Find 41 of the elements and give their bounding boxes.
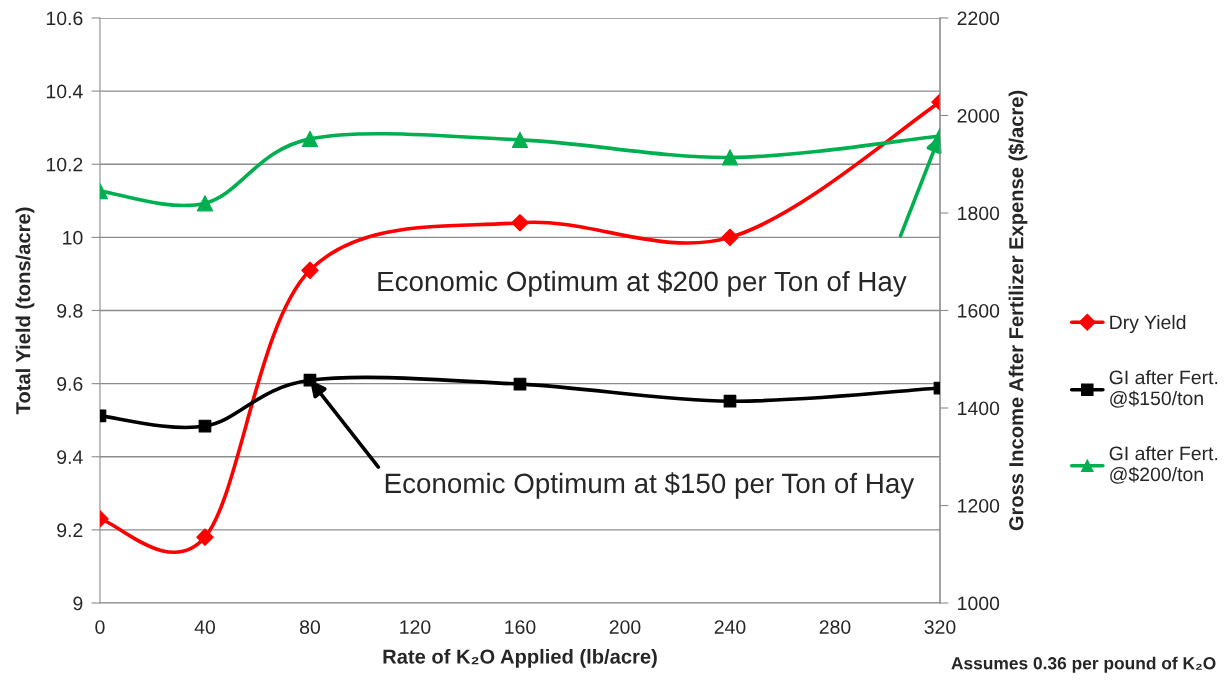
y-tick-label: 9.2 — [57, 523, 83, 538]
x-tick-label: 240 — [714, 620, 746, 634]
x-tick-label: 160 — [505, 620, 536, 634]
x-tick-label: 280 — [819, 620, 851, 634]
annotation: Economic Optimum at $200 per Ton of Hay — [378, 270, 907, 297]
y-tick-label: 10.2 — [46, 157, 83, 172]
annotation: Economic Optimum at $150 per Ton of Hay — [385, 472, 915, 499]
y2-tick-label: 1800 — [958, 206, 1000, 221]
point — [723, 394, 737, 408]
legend-label: GI after Fert. @$150/ton — [1109, 370, 1218, 408]
point — [301, 130, 319, 148]
point — [301, 261, 319, 280]
y-tick-label: 10.4 — [46, 84, 83, 99]
x-tick-label: 0 — [95, 620, 105, 634]
y2-axis-title: Gross Income After Fertilizer Expense ($/acre) — [1008, 90, 1028, 531]
y-tick-label: 9.8 — [57, 303, 83, 318]
y2-tick-label: 1400 — [958, 401, 1000, 416]
x-tick-label: 200 — [609, 620, 641, 634]
x-tick-label: 80 — [300, 620, 321, 634]
y2-tick-label: 2200 — [957, 11, 1000, 26]
y-tick-label: 10.6 — [46, 11, 83, 26]
x-tick-label: 40 — [194, 620, 216, 634]
point — [511, 131, 529, 149]
point — [303, 373, 317, 387]
legend-label: GI after Fert. @$200/ton — [1109, 446, 1218, 484]
text: Assumes 0.36 per pound of K₂O — [951, 656, 1216, 673]
y-tick-label: 9.6 — [57, 377, 83, 391]
y2-tick-label: 2000 — [957, 108, 1000, 123]
x-tick-label: 120 — [400, 620, 431, 634]
x-tick-label: 320 — [924, 620, 956, 634]
y-tick-label: 9 — [73, 596, 83, 611]
point — [721, 149, 739, 166]
point — [511, 213, 529, 232]
legend-label: Dry Yield — [1110, 314, 1186, 334]
y-axis-title: Total Yield (tons/acre) — [15, 207, 35, 415]
y2-tick-label: 1600 — [958, 303, 1000, 318]
y2-tick-label: 1200 — [958, 498, 1000, 513]
x-axis-title: Rate of K₂O Applied (lb/acre) — [383, 648, 657, 668]
y2-tick-label: 1000 — [958, 596, 1000, 611]
y-tick-label: 10 — [63, 230, 83, 245]
y-tick-label: 9.4 — [57, 450, 83, 464]
